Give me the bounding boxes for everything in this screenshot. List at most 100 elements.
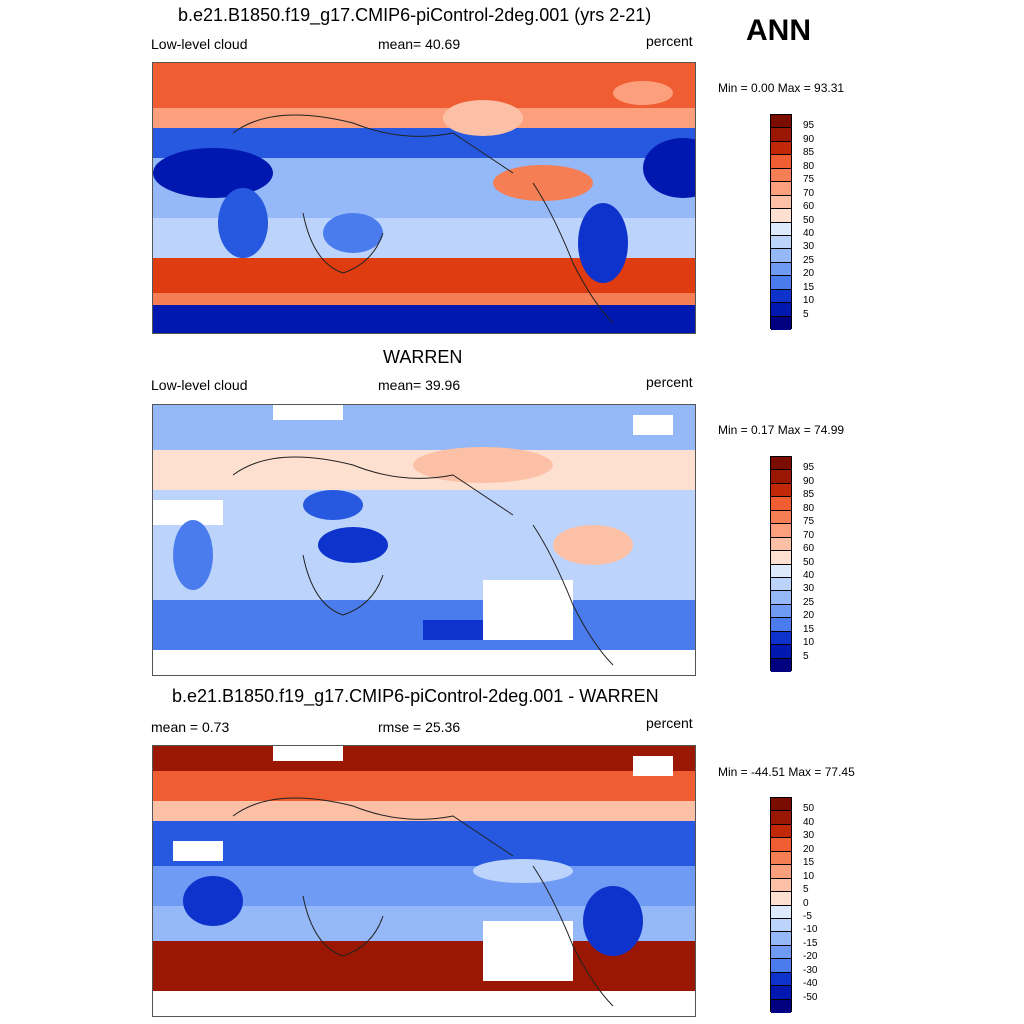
colorbar-box <box>771 577 791 592</box>
colorbar-tick-label: 60 <box>803 201 815 213</box>
colorbar-box <box>771 195 791 210</box>
colorbar-tick-label: 10 <box>803 870 815 882</box>
colorbar-tick-label: 90 <box>803 475 815 487</box>
colorbar-box <box>771 631 791 646</box>
colorbar-tick-label: 70 <box>803 529 815 541</box>
colorbar-box <box>771 128 791 142</box>
colorbar-box <box>771 838 791 852</box>
season-label: ANN <box>746 14 811 47</box>
colorbar-tick-label: 5 <box>803 308 809 320</box>
colorbar-tick-label: 50 <box>803 214 815 226</box>
colorbar-tick-label: 30 <box>803 583 815 595</box>
colorbar-box <box>771 604 791 619</box>
colorbar-tick-label: 50 <box>803 803 815 815</box>
colorbar-box <box>771 959 791 973</box>
colorbar-tick-label: 10 <box>803 295 815 307</box>
colorbar-box <box>771 303 791 317</box>
colorbar-box <box>771 222 791 236</box>
colorbar-box <box>771 470 791 484</box>
colorbar-box <box>771 618 791 632</box>
colorbar-tick-label: 40 <box>803 227 815 239</box>
colorbar-tick-label: -50 <box>803 991 818 1003</box>
colorbar-box <box>771 316 791 330</box>
colorbar-box <box>771 986 791 1000</box>
colorbar-box <box>771 209 791 223</box>
colorbar-tick-label: 20 <box>803 610 815 622</box>
panel-1-map <box>152 62 696 334</box>
colorbar-box <box>771 155 791 169</box>
panel-2-colorbar <box>770 456 792 672</box>
colorbar-box <box>771 972 791 987</box>
colorbar-box <box>771 249 791 263</box>
panel-1-minmax: Min = 0.00 Max = 93.31 <box>718 81 845 95</box>
colorbar-tick-label: 95 <box>803 120 815 132</box>
colorbar-tick-label: -15 <box>803 937 818 949</box>
panel-1-mean-label: mean= 40.69 <box>378 36 461 52</box>
colorbar-tick-label: -5 <box>803 910 812 922</box>
colorbar-tick-label: 5 <box>803 884 809 896</box>
panel-1-colorbar <box>770 114 792 330</box>
colorbar-box <box>771 168 791 183</box>
panel-3-units-label: percent <box>646 715 693 731</box>
colorbar-box <box>771 798 791 812</box>
colorbar-tick-label: 15 <box>803 281 815 293</box>
colorbar-box <box>771 276 791 290</box>
colorbar-box <box>771 645 791 659</box>
colorbar-tick-label: 50 <box>803 556 815 568</box>
colorbar-box <box>771 289 791 304</box>
colorbar-tick-label: -40 <box>803 978 818 990</box>
colorbar-box <box>771 262 791 277</box>
panel-3-colorbar <box>770 797 792 1013</box>
colorbar-box <box>771 115 791 129</box>
panel-1-units-label: percent <box>646 33 693 49</box>
panel-2-units-label: percent <box>646 374 693 390</box>
colorbar-box <box>771 551 791 565</box>
panel-3-minmax: Min = -44.51 Max = 77.45 <box>718 765 855 779</box>
panel-2-variable-label: Low-level cloud <box>151 377 248 393</box>
colorbar-tick-label: 95 <box>803 462 815 474</box>
colorbar-box <box>771 932 791 946</box>
panel-3-mean-label: mean = 0.73 <box>151 719 230 735</box>
colorbar-box <box>771 457 791 471</box>
colorbar-tick-label: 80 <box>803 160 815 172</box>
colorbar-tick-label: 20 <box>803 843 815 855</box>
colorbar-tick-label: 20 <box>803 268 815 280</box>
panel-1-title: b.e21.B1850.f19_g17.CMIP6-piControl-2deg… <box>178 5 652 25</box>
panel-3-title: b.e21.B1850.f19_g17.CMIP6-piControl-2deg… <box>172 686 659 706</box>
colorbar-tick-label: 15 <box>803 623 815 635</box>
colorbar-box <box>771 591 791 605</box>
colorbar-tick-label: 85 <box>803 489 815 501</box>
colorbar-box <box>771 510 791 525</box>
colorbar-tick-label: 40 <box>803 816 815 828</box>
colorbar-box <box>771 892 791 906</box>
colorbar-tick-label: 80 <box>803 502 815 514</box>
colorbar-tick-label: 25 <box>803 254 815 266</box>
colorbar-box <box>771 658 791 672</box>
colorbar-box <box>771 811 791 825</box>
colorbar-box <box>771 851 791 866</box>
colorbar-box <box>771 905 791 919</box>
colorbar-tick-label: 30 <box>803 830 815 842</box>
colorbar-box <box>771 141 791 156</box>
colorbar-box <box>771 524 791 538</box>
colorbar-tick-label: 30 <box>803 241 815 253</box>
colorbar-tick-label: 15 <box>803 857 815 869</box>
panel-2-title: WARREN <box>383 347 463 367</box>
panel-1-variable-label: Low-level cloud <box>151 36 248 52</box>
colorbar-box <box>771 999 791 1013</box>
colorbar-box <box>771 878 791 893</box>
colorbar-box <box>771 918 791 933</box>
colorbar-tick-label: -10 <box>803 924 818 936</box>
colorbar-box <box>771 182 791 196</box>
colorbar-box <box>771 564 791 578</box>
colorbar-tick-label: 85 <box>803 147 815 159</box>
colorbar-tick-label: 75 <box>803 516 815 528</box>
colorbar-tick-label: 0 <box>803 897 809 909</box>
panel-2-map <box>152 404 696 676</box>
colorbar-tick-label: -20 <box>803 951 818 963</box>
colorbar-tick-label: 5 <box>803 650 809 662</box>
colorbar-tick-label: 10 <box>803 637 815 649</box>
panel-2-minmax: Min = 0.17 Max = 74.99 <box>718 423 845 437</box>
colorbar-tick-label: 25 <box>803 596 815 608</box>
colorbar-box <box>771 483 791 498</box>
